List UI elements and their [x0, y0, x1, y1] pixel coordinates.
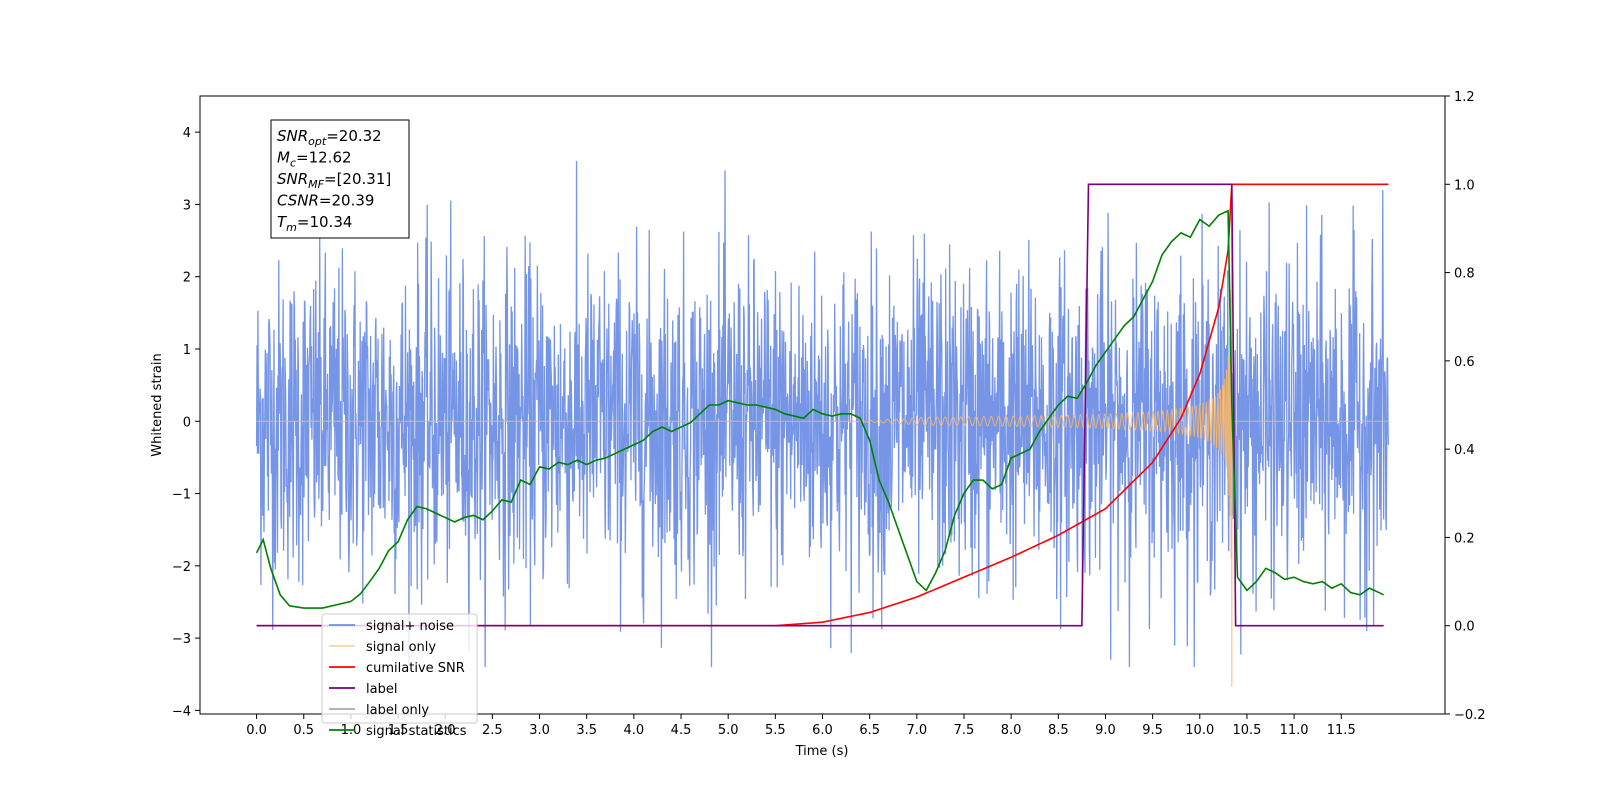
annotation-lines: SNRopt=20.32Mc=12.62SNRMF=[20.31]CSNR=20… [277, 127, 391, 234]
annotation-symbol: M [277, 149, 290, 167]
annotation-value: =10.34 [297, 213, 353, 231]
annotation-line: Tm=10.34 [277, 213, 352, 234]
legend-label: label only [366, 703, 429, 718]
series-cumulative-snr [256, 183, 1389, 627]
y-right-tick-label: 0.2 [1454, 531, 1475, 546]
x-axis-label: Time (s) [795, 744, 849, 759]
y-right-tick-label: 0.0 [1454, 620, 1475, 635]
y-right-tick-label: −0.2 [1454, 708, 1486, 723]
y-left-tick-label: −3 [172, 632, 191, 647]
x-tick-label: 10.5 [1232, 723, 1261, 738]
y-left-tick-label: 1 [183, 343, 191, 358]
x-tick-label: 9.0 [1095, 723, 1116, 738]
annotation-line: SNRMF=[20.31] [277, 170, 391, 191]
legend-label: signal only [366, 640, 436, 655]
x-tick-label: 2.5 [482, 723, 503, 738]
annotation-subscript: opt [308, 135, 327, 148]
annotation-symbol: CSNR [277, 192, 319, 210]
y-right-tick-label: 0.6 [1454, 355, 1475, 370]
x-tick-label: 4.5 [671, 723, 692, 738]
x-tick-label: 0.5 [293, 723, 314, 738]
x-tick-label: 7.0 [906, 723, 927, 738]
legend-frame [321, 613, 478, 724]
y-right-tick-label: 0.8 [1454, 267, 1475, 282]
y-axis-right: −0.2 0.0 0.2 0.4 0.6 0.8 1.0 1.2 [1445, 90, 1486, 723]
x-tick-label: 9.5 [1142, 723, 1163, 738]
x-tick-label: 3.5 [576, 723, 597, 738]
annotation-symbol: SNR [277, 127, 308, 145]
x-tick-label: 3.0 [529, 723, 550, 738]
y-right-tick-label: 0.4 [1454, 443, 1475, 458]
x-tick-label: 2.0 [435, 723, 456, 738]
annotation-line: SNRopt=20.32 [277, 127, 382, 148]
y-left-tick-label: 2 [183, 271, 191, 286]
annotation-line: Mc=12.62 [277, 149, 352, 170]
x-axis: 0.0 0.5 1.0 1.5 2.0 2.5 3.0 3.5 4.0 4.5 5.0 5.5 6.0 6… [246, 714, 1356, 738]
y-right-tick-label: 1.2 [1454, 90, 1475, 105]
y-left-tick-label: −1 [172, 488, 191, 503]
annotation-frame [270, 119, 410, 239]
annotation-subscript: c [290, 157, 296, 170]
y-left-tick-label: −2 [172, 560, 191, 575]
y-left-tick-label: 3 [183, 198, 191, 213]
y-right-tick-label: 1.0 [1454, 178, 1475, 193]
plot-area [199, 95, 1446, 715]
legend-label: label [366, 682, 397, 697]
series-signal-noise [255, 161, 1390, 668]
annotation-subscript: m [286, 221, 297, 234]
x-tick-label: 5.5 [765, 723, 786, 738]
x-tick-label: 0.0 [246, 723, 267, 738]
y-axis-label: Whitened strain [150, 353, 165, 456]
x-tick-label: 5.0 [718, 723, 739, 738]
annotation-line: CSNR=20.39 [277, 192, 374, 210]
annotation-value: =12.62 [296, 149, 352, 167]
x-tick-label: 8.0 [1001, 723, 1022, 738]
annotation-value: =20.32 [326, 127, 382, 145]
x-tick-label: 7.5 [954, 723, 975, 738]
x-tick-label: 11.5 [1327, 723, 1356, 738]
legend-label: cumilative SNR [366, 661, 465, 676]
legend-label: signal statistics [366, 724, 467, 739]
y-left-tick-label: −4 [172, 704, 191, 719]
x-tick-label: 6.5 [859, 723, 880, 738]
annotation-symbol: SNR [277, 170, 308, 188]
x-tick-label: 10.0 [1185, 723, 1214, 738]
x-tick-label: 8.5 [1048, 723, 1069, 738]
y-left-tick-label: 0 [183, 415, 191, 430]
annotation-symbol: T [277, 213, 288, 231]
x-tick-label: 1.5 [388, 723, 409, 738]
annotation-value: =20.39 [319, 192, 375, 210]
x-tick-label: 4.0 [624, 723, 645, 738]
series-signal-statistics [255, 209, 1385, 609]
annotation-subscript: MF [308, 178, 324, 191]
series-label [256, 183, 1384, 627]
legend-label: signal+ noise [366, 619, 454, 634]
y-axis-left: −4 −3 −2 −1 0 1 2 3 4 [172, 126, 200, 719]
legend: signal+ noise signal only cumilative SNR la… [321, 613, 478, 739]
annotation-box: SNRopt=20.32Mc=12.62SNRMF=[20.31]CSNR=20… [270, 119, 410, 239]
annotation-value: =[20.31] [324, 170, 391, 188]
series-layer [255, 161, 1390, 687]
legend-items: signal+ noise signal only cumilative SNR la… [329, 619, 467, 739]
series-signal-only [256, 188, 1389, 687]
x-tick-label: 11.0 [1280, 723, 1309, 738]
y-left-tick-label: 4 [183, 126, 191, 141]
x-tick-label: 6.0 [812, 723, 833, 738]
